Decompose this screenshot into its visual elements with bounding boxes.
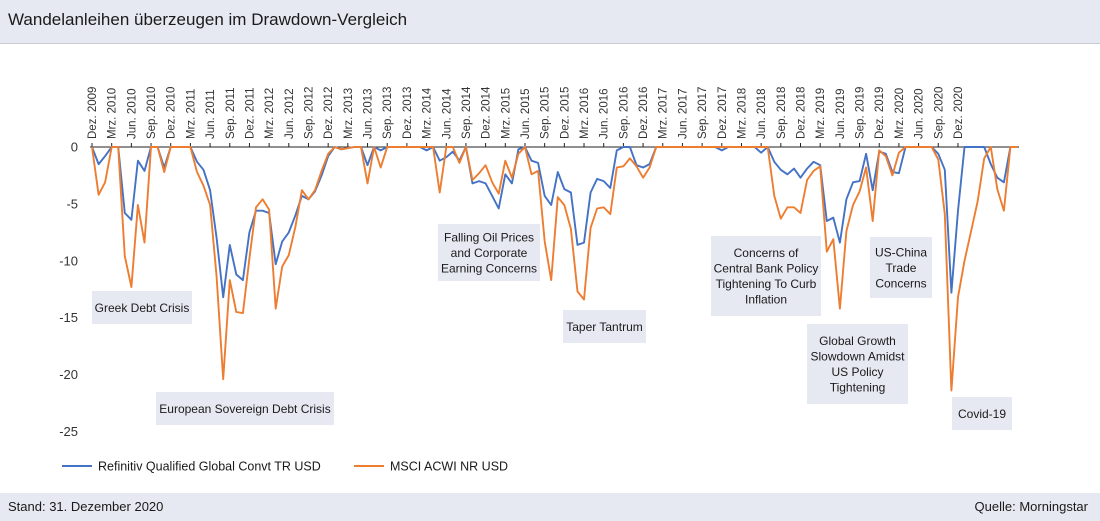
x-tick-label: Dez. 2018 xyxy=(796,87,808,139)
chart-title: Wandelanleihen überzeugen im Drawdown-Ve… xyxy=(8,10,408,29)
annotation-box xyxy=(156,392,334,425)
header-band: Wandelanleihen überzeugen im Drawdown-Ve… xyxy=(0,0,1100,43)
annotation-text: Tightening xyxy=(830,381,886,395)
series-line-1 xyxy=(91,146,1017,299)
x-tick-label: Dez. 2020 xyxy=(953,87,965,139)
footer-band: Stand: 31. Dezember 2020 Quelle: Morning… xyxy=(0,493,1100,521)
legend-label-2: MSCI ACWI NR USD xyxy=(390,460,508,474)
annotation-text: Concerns of xyxy=(734,246,799,260)
annotation-box xyxy=(563,310,646,343)
series-line-2 xyxy=(91,146,1017,392)
x-tick-label: Sep. 2017 xyxy=(697,87,709,139)
x-tick-label: Sep. 2012 xyxy=(303,87,315,139)
x-tick-label: Sep. 2019 xyxy=(855,87,867,139)
x-tick-label: Sep. 2016 xyxy=(618,87,630,139)
x-tick-label: Mrz. 2018 xyxy=(736,88,748,139)
annotation-text: and Corporate xyxy=(451,246,528,260)
x-tick-label: Sep. 2018 xyxy=(776,87,788,139)
x-tick-label: Jun. 2015 xyxy=(520,88,532,139)
source-note: Quelle: Morningstar xyxy=(974,499,1088,514)
x-tick-label: Sep. 2011 xyxy=(225,87,237,139)
annotation-text: Tightening To Curb xyxy=(716,277,817,291)
stand-date: Stand: 31. Dezember 2020 xyxy=(8,499,164,514)
drawdown-chart: Dez. 2009 Mrz. 2010 Jun. 2010 Sep. 2010 Dez.… xyxy=(59,86,1019,474)
x-tick-label: Dez. 2012 xyxy=(323,87,335,139)
x-tick-label: Mrz. 2013 xyxy=(343,88,355,139)
header-divider xyxy=(0,43,1100,44)
x-tick-label: Dez. 2011 xyxy=(244,87,256,139)
y-tick-label: -15 xyxy=(59,310,78,325)
x-tick-label: Mrz. 2014 xyxy=(422,87,434,139)
x-tick-label: Jun. 2014 xyxy=(441,88,453,139)
x-tick-label: Sep. 2014 xyxy=(461,86,473,139)
x-tick-label: Dez. 2015 xyxy=(559,87,571,139)
y-tick-label: -5 xyxy=(66,196,78,211)
y-tick-label: -10 xyxy=(59,253,78,268)
x-tick-label: Jun. 2013 xyxy=(363,88,375,139)
annotation-text: US-China xyxy=(875,245,927,259)
annotation-box xyxy=(92,291,192,324)
x-tick-label: Sep. 2013 xyxy=(382,87,394,139)
annotation-box xyxy=(807,324,908,404)
x-tick-label: Mrz. 2019 xyxy=(815,88,827,139)
annotation-text: Global Growth xyxy=(819,334,896,348)
x-tick-label: Dez. 2014 xyxy=(481,86,493,139)
y-tick-label: 0 xyxy=(71,140,78,155)
legend-label-1: Refinitiv Qualified Global Convt TR USD xyxy=(98,460,321,474)
x-tick-label: Dez. 2010 xyxy=(166,87,178,139)
x-tick-label: Jun. 2018 xyxy=(756,88,768,139)
y-tick-label: -25 xyxy=(59,424,78,439)
annotation-box xyxy=(711,236,821,316)
annotation-box xyxy=(952,397,1012,430)
x-tick-label: Mrz. 2020 xyxy=(894,88,906,139)
annotation-text: Trade xyxy=(886,261,917,275)
x-tick-label: Sep. 2010 xyxy=(146,87,158,139)
x-tick-label: Sep. 2020 xyxy=(933,87,945,139)
annotation-text: Falling Oil Prices xyxy=(444,230,534,244)
x-tick-label: Jun. 2012 xyxy=(284,88,296,139)
x-tick-label: Dez. 2013 xyxy=(402,87,414,139)
x-tick-label: Mrz. 2012 xyxy=(264,88,276,139)
x-tick-label: Mrz. 2011 xyxy=(185,89,197,139)
x-tick-label: Dez. 2009 xyxy=(87,87,99,139)
x-tick-label: Jun. 2016 xyxy=(599,88,611,139)
annotation-text: Slowdown Amidst xyxy=(810,350,905,364)
annotation-text: Greek Debt Crisis xyxy=(95,301,190,315)
x-tick-label: Mrz. 2017 xyxy=(658,88,670,139)
x-tick-label: Jun. 2019 xyxy=(835,88,847,139)
x-tick-label: Mrz. 2010 xyxy=(107,88,119,139)
x-tick-label: Jun. 2011 xyxy=(205,89,217,139)
annotation-box xyxy=(870,237,932,298)
annotation-text: Inflation xyxy=(745,293,787,307)
annotation-text: European Sovereign Debt Crisis xyxy=(159,402,330,416)
x-tick-label: Mrz. 2016 xyxy=(579,88,591,139)
x-tick-label: Mrz. 2015 xyxy=(500,88,512,139)
x-tick-label: Sep. 2015 xyxy=(540,87,552,139)
annotation-box xyxy=(438,224,540,281)
annotation-text: Central Bank Policy xyxy=(714,262,819,276)
x-tick-label: Jun. 2017 xyxy=(677,88,689,139)
y-tick-label: -20 xyxy=(59,367,78,382)
annotation-text: Covid-19 xyxy=(958,407,1006,421)
x-tick-label: Jun. 2020 xyxy=(914,88,926,139)
x-tick-label: Dez. 2019 xyxy=(874,87,886,139)
x-tick-label: Dez. 2016 xyxy=(638,87,650,139)
annotation-text: US Policy xyxy=(831,365,883,379)
annotation-text: Earning Concerns xyxy=(441,261,537,275)
x-tick-label: Jun. 2010 xyxy=(126,88,138,139)
annotation-text: Concerns xyxy=(875,276,926,290)
x-tick-label: Dez. 2017 xyxy=(717,87,729,139)
annotation-text: Taper Tantrum xyxy=(566,320,642,334)
